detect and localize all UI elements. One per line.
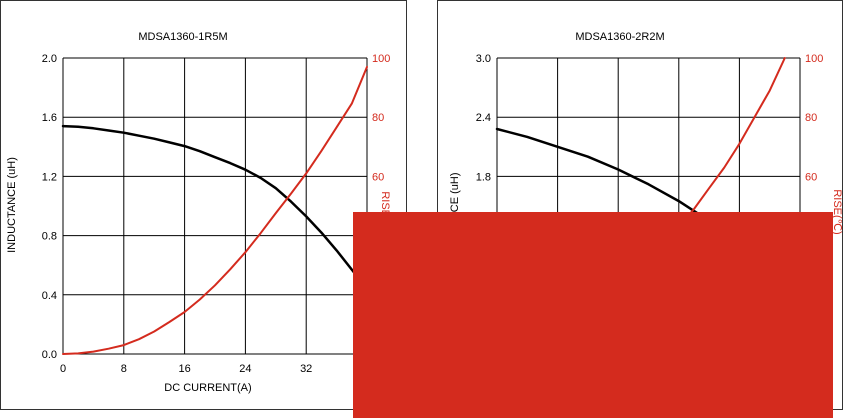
temperature-rise-curve bbox=[677, 57, 786, 228]
plot-grid-1 bbox=[62, 57, 368, 355]
redaction-overlay bbox=[353, 212, 833, 418]
y-tick-label-right: 80 bbox=[372, 112, 384, 124]
y-tick-label-left: 1.8 bbox=[476, 171, 491, 183]
temperature-rise-curve bbox=[62, 65, 368, 355]
y-axis-label-left-1: INDUCTANCE (uH) bbox=[6, 157, 18, 253]
x-axis-label-1: DC CURRENT(A) bbox=[164, 382, 251, 394]
series-group-1 bbox=[61, 65, 369, 355]
y-tick-label-left: 1.2 bbox=[42, 171, 57, 183]
y-tick-label-left: 3.0 bbox=[476, 53, 491, 65]
x-tick-label: 24 bbox=[239, 363, 251, 375]
y-tick-label-left: 0.8 bbox=[42, 231, 57, 243]
y-tick-label-right: 80 bbox=[805, 112, 817, 124]
x-tick-label: 0 bbox=[60, 363, 66, 375]
y-tick-label-left: 0.4 bbox=[42, 290, 57, 302]
tick-labels-2: 1.8 2.4 3.0 60 80 100 bbox=[476, 53, 824, 183]
tick-labels-1: 0.0 0.4 0.8 1.2 1.6 2.0 60 80 100 0 8 16 24 32 bbox=[42, 53, 391, 375]
x-tick-label: 32 bbox=[300, 363, 312, 375]
y-tick-label-left: 1.6 bbox=[42, 112, 57, 124]
series-group-2 bbox=[495, 57, 786, 228]
y-axis-label-right-2: RISE(℃) bbox=[831, 189, 843, 234]
chart-frame-1 bbox=[0, 0, 407, 410]
x-tick-label: 8 bbox=[121, 363, 127, 375]
y-tick-label-right: 100 bbox=[372, 53, 390, 65]
y-tick-label-right: 60 bbox=[372, 171, 384, 183]
y-tick-label-left: 2.0 bbox=[42, 53, 57, 65]
y-tick-label-right: 60 bbox=[805, 171, 817, 183]
chart-title-1: MDSA1360-1R5M bbox=[138, 31, 227, 43]
x-tick-label: 16 bbox=[178, 363, 190, 375]
inductance-curve bbox=[495, 127, 711, 223]
y-tick-label-right: 100 bbox=[805, 53, 823, 65]
y-tick-label-left: 2.4 bbox=[476, 112, 491, 124]
chart-title-2: MDSA1360-2R2M bbox=[575, 31, 664, 43]
inductance-curve bbox=[61, 124, 369, 291]
y-tick-label-left: 0.0 bbox=[42, 349, 57, 361]
